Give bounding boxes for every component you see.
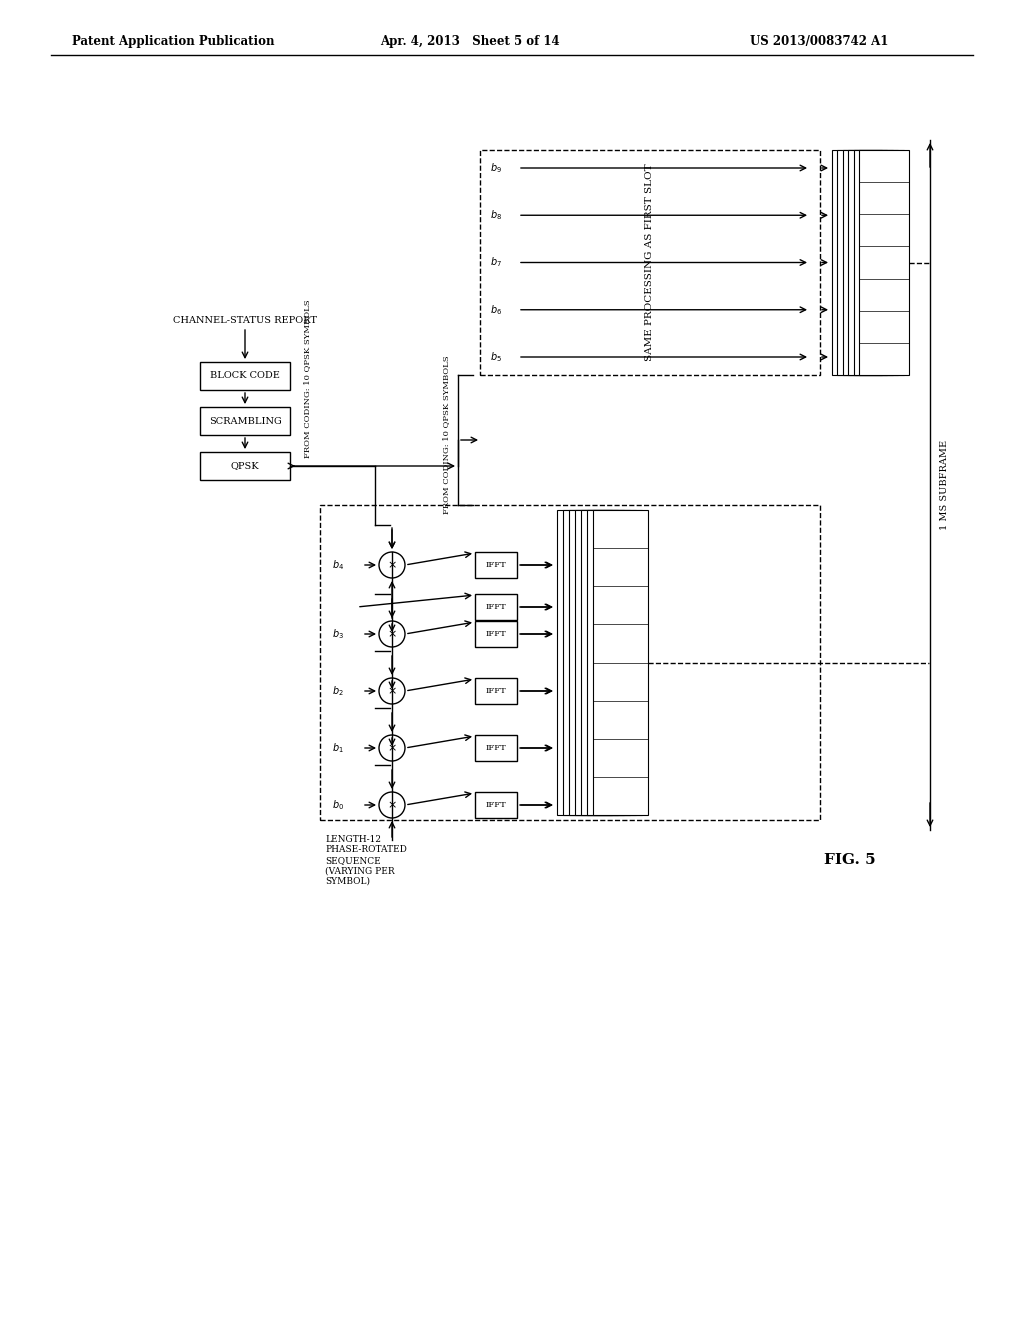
FancyBboxPatch shape [557, 510, 612, 814]
Text: IFFT: IFFT [485, 801, 507, 809]
FancyBboxPatch shape [475, 594, 517, 620]
Text: FROM CODING: 10 QPSK SYMBOLS: FROM CODING: 10 QPSK SYMBOLS [442, 355, 450, 515]
Text: $b_{3}$: $b_{3}$ [332, 627, 344, 642]
Text: US 2013/0083742 A1: US 2013/0083742 A1 [750, 36, 889, 48]
FancyBboxPatch shape [475, 620, 517, 647]
Text: $b_{7}$: $b_{7}$ [490, 256, 502, 269]
FancyBboxPatch shape [475, 678, 517, 704]
FancyBboxPatch shape [581, 510, 636, 814]
FancyBboxPatch shape [200, 407, 290, 436]
Text: IFFT: IFFT [485, 630, 507, 638]
FancyBboxPatch shape [849, 150, 898, 375]
FancyBboxPatch shape [563, 510, 618, 814]
Text: IFFT: IFFT [485, 603, 507, 611]
FancyBboxPatch shape [854, 150, 904, 375]
FancyBboxPatch shape [843, 150, 893, 375]
Text: $b_{9}$: $b_{9}$ [490, 161, 502, 176]
Text: FROM CODING: 10 QPSK SYMBOLS: FROM CODING: 10 QPSK SYMBOLS [303, 300, 311, 458]
Text: $b_{1}$: $b_{1}$ [332, 741, 344, 755]
Text: CHANNEL-STATUS REPORT: CHANNEL-STATUS REPORT [173, 315, 317, 325]
Text: $b_{8}$: $b_{8}$ [490, 209, 502, 222]
FancyBboxPatch shape [200, 362, 290, 389]
FancyBboxPatch shape [575, 510, 630, 814]
Text: FIG. 5: FIG. 5 [824, 853, 876, 867]
Text: Apr. 4, 2013   Sheet 5 of 14: Apr. 4, 2013 Sheet 5 of 14 [380, 36, 560, 48]
FancyBboxPatch shape [838, 150, 888, 375]
FancyBboxPatch shape [859, 150, 909, 375]
Text: $b_{0}$: $b_{0}$ [332, 799, 344, 812]
Text: IFFT: IFFT [485, 686, 507, 696]
Text: $\times$: $\times$ [387, 800, 397, 810]
Text: $b_{5}$: $b_{5}$ [490, 350, 502, 364]
Text: $b_{2}$: $b_{2}$ [332, 684, 344, 698]
Text: 1 MS SUBFRAME: 1 MS SUBFRAME [940, 440, 949, 531]
Text: $\times$: $\times$ [387, 686, 397, 696]
Text: BLOCK CODE: BLOCK CODE [210, 371, 280, 380]
Text: $b_{4}$: $b_{4}$ [332, 558, 344, 572]
Text: $\times$: $\times$ [387, 628, 397, 639]
FancyBboxPatch shape [475, 735, 517, 762]
Text: QPSK: QPSK [230, 462, 259, 470]
Text: LENGTH-12
PHASE-ROTATED
SEQUENCE
(VARYING PER
SYMBOL): LENGTH-12 PHASE-ROTATED SEQUENCE (VARYIN… [325, 836, 407, 886]
Text: IFFT: IFFT [485, 561, 507, 569]
FancyBboxPatch shape [475, 552, 517, 578]
Text: $\times$: $\times$ [387, 560, 397, 570]
FancyBboxPatch shape [587, 510, 642, 814]
FancyBboxPatch shape [475, 792, 517, 818]
Text: $b_{6}$: $b_{6}$ [490, 302, 502, 317]
Text: Patent Application Publication: Patent Application Publication [72, 36, 274, 48]
Text: SAME PROCESSING AS FIRST SLOT: SAME PROCESSING AS FIRST SLOT [645, 164, 654, 362]
FancyBboxPatch shape [200, 451, 290, 480]
FancyBboxPatch shape [593, 510, 648, 814]
Text: $\times$: $\times$ [387, 743, 397, 754]
Text: SCRAMBLING: SCRAMBLING [209, 417, 282, 425]
Text: IFFT: IFFT [485, 744, 507, 752]
FancyBboxPatch shape [831, 150, 882, 375]
FancyBboxPatch shape [569, 510, 624, 814]
